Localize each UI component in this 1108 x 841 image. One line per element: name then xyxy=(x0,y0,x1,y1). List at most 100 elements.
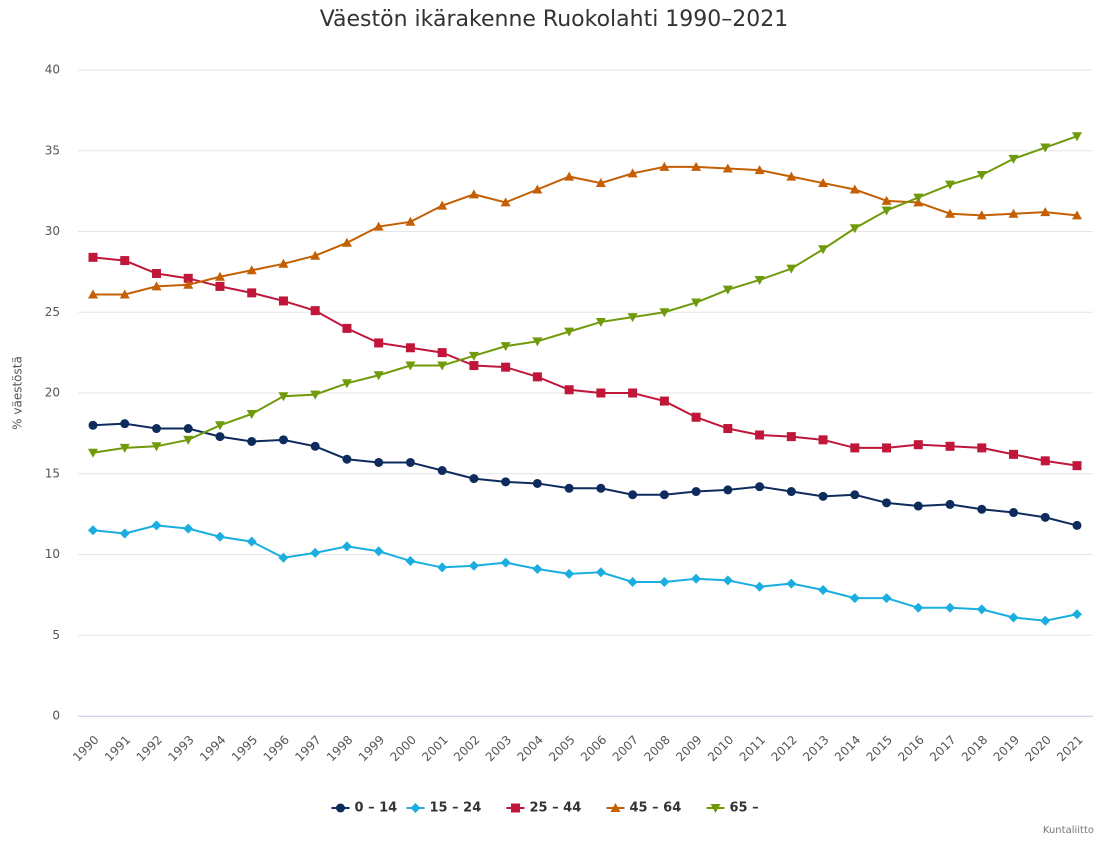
marker xyxy=(310,547,321,558)
marker xyxy=(437,348,447,358)
marker xyxy=(691,298,702,308)
marker xyxy=(532,184,543,194)
marker xyxy=(310,441,320,451)
y-tick-label: 10 xyxy=(45,547,60,561)
marker xyxy=(610,803,621,812)
series-line xyxy=(92,524,1078,622)
x-tick-label: 1998 xyxy=(324,733,355,764)
marker xyxy=(722,163,733,173)
x-tick-label: 2016 xyxy=(895,733,926,764)
y-tick-label: 25 xyxy=(45,305,60,319)
x-tick-label: 1993 xyxy=(165,733,196,764)
marker xyxy=(1008,154,1019,164)
series-line xyxy=(92,422,1078,527)
marker xyxy=(1008,208,1019,218)
marker xyxy=(1008,612,1019,623)
marker xyxy=(564,385,574,395)
marker xyxy=(374,338,384,348)
marker xyxy=(532,337,543,347)
marker xyxy=(469,474,479,484)
marker xyxy=(977,504,987,514)
marker xyxy=(691,487,701,497)
marker xyxy=(469,361,479,371)
marker xyxy=(183,273,193,283)
marker xyxy=(1072,210,1082,220)
marker xyxy=(88,252,98,262)
marker xyxy=(278,552,289,563)
marker xyxy=(151,520,162,531)
marker xyxy=(1009,508,1019,518)
marker xyxy=(246,409,257,419)
y-tick-label: 5 xyxy=(52,628,60,642)
marker xyxy=(976,604,987,615)
marker xyxy=(1040,456,1050,466)
marker xyxy=(500,342,511,352)
marker xyxy=(501,477,511,487)
marker xyxy=(310,250,321,260)
marker xyxy=(1040,143,1051,153)
y-tick-label: 30 xyxy=(45,224,60,238)
marker xyxy=(913,440,923,450)
marker xyxy=(151,442,162,452)
marker xyxy=(691,573,702,584)
marker xyxy=(532,372,542,382)
legend-label: 0 – 14 xyxy=(355,801,398,816)
marker xyxy=(564,171,575,181)
y-tick-label: 15 xyxy=(45,466,60,480)
marker xyxy=(119,528,130,539)
marker xyxy=(1072,609,1082,620)
series-line xyxy=(92,135,1078,454)
x-tick-label: 2003 xyxy=(483,733,514,764)
marker xyxy=(374,457,384,467)
marker xyxy=(596,388,606,398)
y-tick-label: 40 xyxy=(45,63,60,77)
marker xyxy=(818,178,829,188)
legend-item: 25 – 44 xyxy=(506,801,582,816)
marker xyxy=(881,593,892,604)
marker xyxy=(342,454,352,464)
x-tick-label: 2006 xyxy=(578,733,609,764)
x-tick-label: 1991 xyxy=(102,733,133,764)
marker xyxy=(913,193,924,203)
x-tick-label: 2018 xyxy=(959,733,990,764)
marker xyxy=(336,803,345,813)
legend-label: 65 – xyxy=(730,801,759,816)
x-tick-label: 2013 xyxy=(800,733,831,764)
marker xyxy=(945,441,955,451)
x-tick-label: 1995 xyxy=(229,733,260,764)
marker xyxy=(468,189,479,199)
marker xyxy=(754,165,765,175)
marker xyxy=(405,555,416,566)
marker xyxy=(659,576,670,587)
marker xyxy=(437,466,447,476)
x-tick-label: 2021 xyxy=(1054,733,1085,764)
marker xyxy=(437,361,448,371)
x-tick-label: 2012 xyxy=(768,733,799,764)
marker xyxy=(786,578,797,589)
x-tick-label: 1990 xyxy=(70,733,101,764)
legend-item: 15 – 24 xyxy=(406,801,481,816)
marker xyxy=(818,245,829,255)
marker xyxy=(532,564,543,575)
marker xyxy=(722,575,733,586)
marker xyxy=(945,180,956,190)
x-tick-label: 2017 xyxy=(927,733,958,764)
legend-label: 25 – 44 xyxy=(530,801,582,816)
marker xyxy=(627,313,638,323)
marker xyxy=(151,268,161,278)
legend-item: 0 – 14 xyxy=(331,801,398,816)
marker xyxy=(627,168,638,178)
marker xyxy=(754,581,765,592)
y-tick-label: 20 xyxy=(45,386,60,400)
marker xyxy=(723,424,733,434)
marker xyxy=(341,379,352,389)
marker xyxy=(945,208,956,218)
marker xyxy=(405,343,415,353)
marker xyxy=(691,412,701,422)
marker xyxy=(818,435,828,445)
marker xyxy=(627,576,638,587)
marker xyxy=(437,200,448,210)
legend-item: 65 – xyxy=(706,801,759,816)
marker xyxy=(1040,512,1050,522)
marker xyxy=(405,457,415,467)
